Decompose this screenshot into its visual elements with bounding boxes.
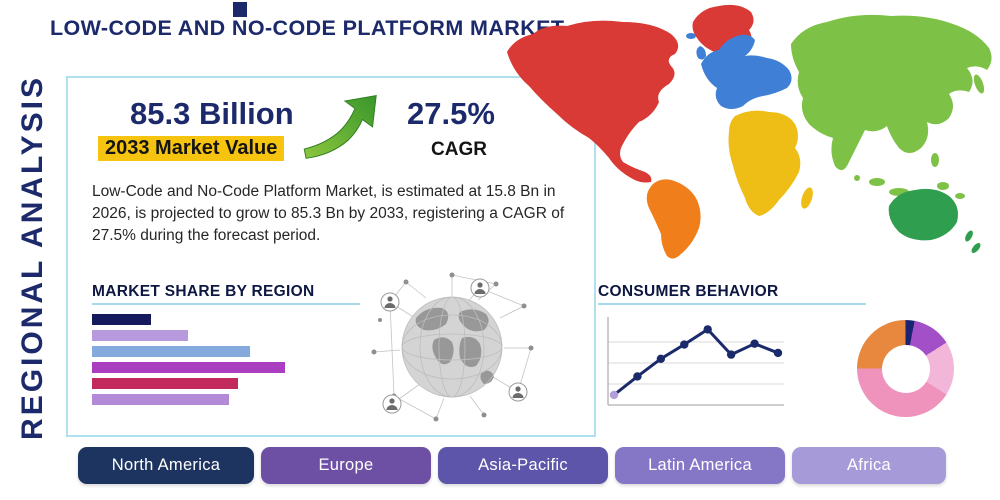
- global-network-graphic: [371, 272, 534, 422]
- cagr-caption: CAGR: [431, 139, 487, 160]
- market-share-bar-2: [92, 346, 250, 357]
- region-button-asia-pacific[interactable]: Asia-Pacific: [438, 447, 608, 484]
- region-button-africa[interactable]: Africa: [792, 447, 946, 484]
- user-icon: [470, 278, 490, 298]
- region-button-label: North America: [111, 456, 221, 474]
- market-share-bar-0: [92, 314, 151, 325]
- consumer-behavior-heading: CONSUMER BEHAVIOR: [598, 283, 779, 300]
- market-share-bar-chart: [92, 314, 297, 410]
- map-africa: [728, 110, 813, 216]
- market-value-stat: 85.3 Billion: [130, 96, 294, 131]
- world-map: [507, 4, 992, 259]
- page-title: LOW-CODE AND NO-CODE PLATFORM MARKET: [50, 16, 565, 40]
- region-button-label: Europe: [318, 456, 374, 474]
- user-icon-nodes: [380, 278, 528, 414]
- market-share-bar-5: [92, 394, 229, 405]
- market-share-donut-chart: [857, 320, 954, 417]
- user-icon: [382, 394, 402, 414]
- market-share-bar-1: [92, 330, 188, 341]
- region-button-label: Africa: [847, 456, 891, 474]
- user-icon: [380, 292, 400, 312]
- map-south-america: [646, 179, 701, 259]
- vertical-label-text: REGIONAL ANALYSIS: [16, 74, 49, 440]
- region-button-north-america[interactable]: North America: [78, 447, 254, 484]
- market-share-bar-4: [92, 378, 238, 389]
- market-description: Low-Code and No-Code Platform Market, is…: [92, 183, 565, 244]
- market-share-bar-3: [92, 362, 285, 373]
- region-button-europe[interactable]: Europe: [261, 447, 431, 484]
- map-asia: [791, 14, 992, 200]
- donut-hole: [881, 344, 930, 393]
- region-button-row: North America Europe Asia-Pacific Latin …: [78, 447, 946, 484]
- map-europe: [686, 33, 792, 109]
- vertical-axis-label: REGIONAL ANALYSIS: [2, 74, 64, 440]
- growth-arrow-icon: [303, 94, 377, 159]
- region-button-label: Asia-Pacific: [478, 456, 568, 474]
- region-button-label: Latin America: [648, 456, 752, 474]
- cagr-stat: 27.5%: [407, 96, 495, 131]
- market-share-heading: MARKET SHARE BY REGION: [92, 283, 315, 300]
- globe-meridians: [401, 296, 503, 398]
- consumer-behavior-divider: [598, 303, 866, 305]
- consumer-behavior-line-chart: [607, 317, 784, 406]
- region-button-latin-america[interactable]: Latin America: [615, 447, 785, 484]
- user-icon: [508, 382, 528, 402]
- map-oceania: [888, 188, 981, 253]
- market-value-caption: 2033 Market Value: [98, 136, 285, 161]
- market-share-divider: [92, 303, 360, 305]
- accent-square: [233, 2, 247, 17]
